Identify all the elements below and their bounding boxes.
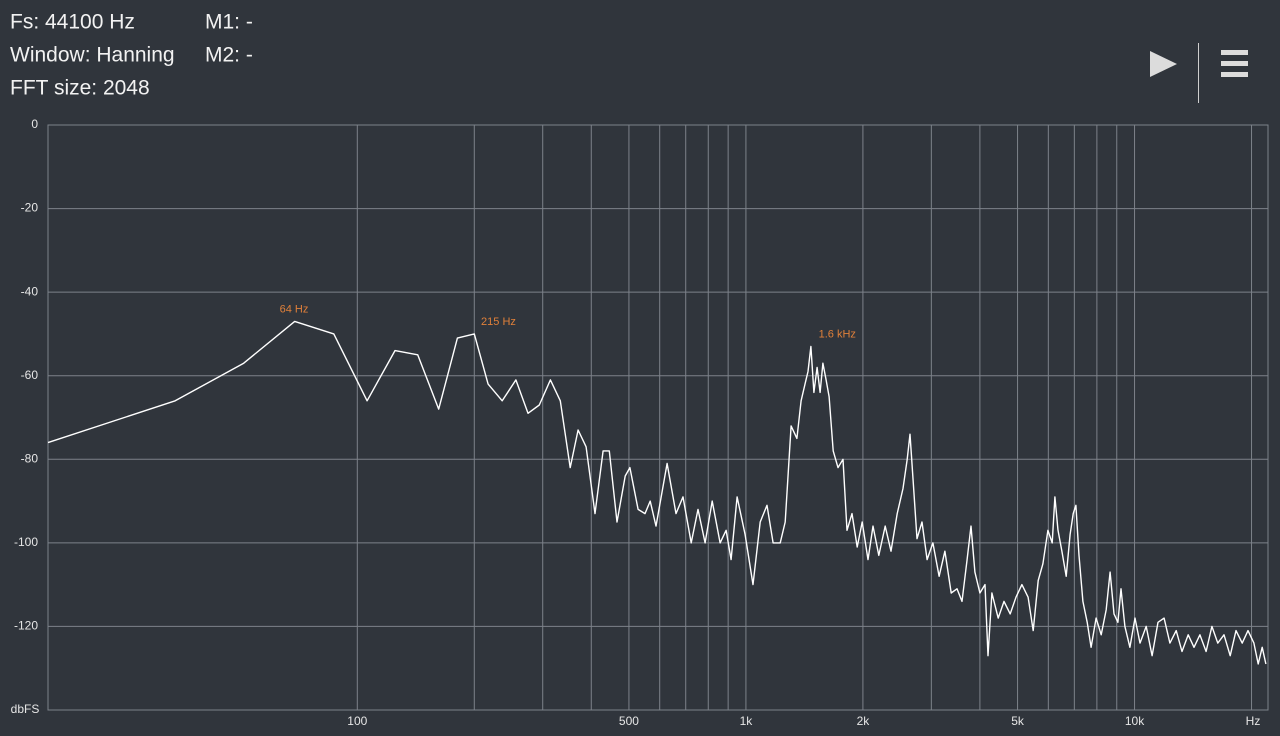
menu-bar[interactable] — [1221, 72, 1248, 77]
x-tick-label: 1k — [740, 714, 754, 728]
fft-size: FFT size: 2048 — [10, 77, 150, 100]
menu-bar[interactable] — [1221, 50, 1248, 55]
play-icon[interactable] — [1150, 51, 1177, 77]
spectrum-plot: 0 -20 -40 -60 -80 -100 -120 100 500 1k 2k 5k 10k Hz db… — [11, 117, 1269, 728]
y-tick-label: -20 — [21, 201, 39, 215]
peak-label: 215 Hz — [481, 316, 516, 328]
y-tick-label: -60 — [21, 368, 39, 382]
x-tick-label: 10k — [1125, 714, 1145, 728]
x-axis-unit: Hz — [1246, 714, 1261, 728]
marker-1: M1: - — [205, 11, 253, 34]
marker-2: M2: - — [205, 44, 253, 67]
spectrum-line — [47, 320, 1267, 665]
sample-rate: Fs: 44100 Hz — [10, 11, 135, 34]
play-button[interactable] — [1140, 40, 1190, 90]
menu-bar[interactable] — [1221, 61, 1248, 66]
y-tick-label: -80 — [21, 451, 39, 465]
peak-label: 64 Hz — [280, 303, 309, 315]
x-tick-label: 5k — [1011, 714, 1025, 728]
y-tick-label: -100 — [14, 535, 38, 549]
x-tick-label: 500 — [619, 714, 639, 728]
y-tick-label: -120 — [14, 619, 38, 633]
y-tick-label: -40 — [21, 284, 39, 298]
menu-button[interactable] — [1215, 40, 1255, 88]
x-tick-label: 100 — [347, 714, 367, 728]
x-tick-label: 2k — [857, 714, 871, 728]
window-type: Window: Hanning — [10, 44, 175, 67]
peak-label: 1.6 kHz — [819, 328, 856, 340]
y-axis-unit: dbFS — [11, 702, 40, 716]
plot-frame — [47, 124, 1269, 711]
y-tick-label: 0 — [31, 117, 38, 131]
